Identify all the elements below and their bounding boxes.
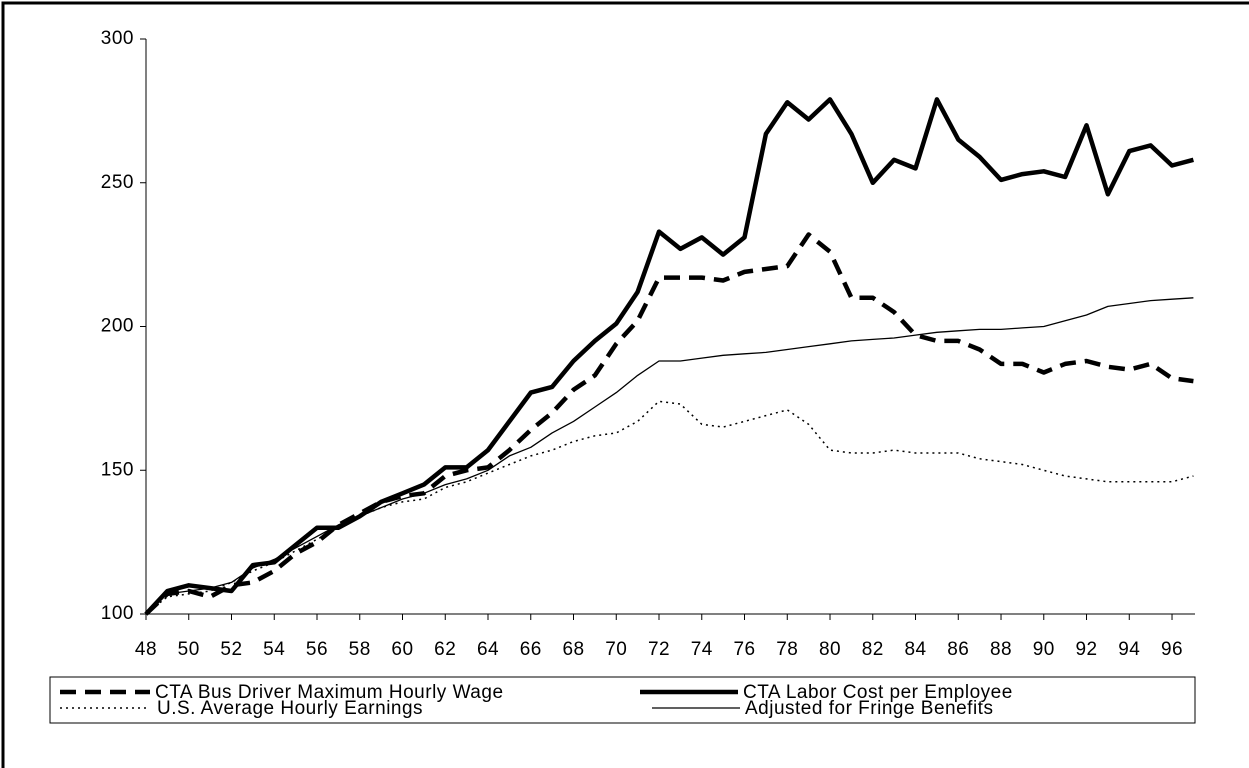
x-tick-label: 64 — [477, 639, 499, 660]
x-tick-label: 94 — [1118, 639, 1140, 660]
x-tick-label: 88 — [990, 639, 1012, 660]
x-tick-label: 48 — [135, 639, 157, 660]
x-tick-label: 96 — [1161, 639, 1183, 660]
x-tick-label: 60 — [391, 639, 413, 660]
x-tick-label: 70 — [605, 639, 627, 660]
x-tick-label: 56 — [306, 639, 328, 660]
legend-label: Adjusted for Fringe Benefits — [745, 698, 993, 719]
x-tick-label: 90 — [1033, 639, 1055, 660]
x-tick-label: 62 — [434, 639, 456, 660]
x-tick-label: 84 — [904, 639, 926, 660]
x-tick-label: 86 — [947, 639, 969, 660]
x-tick-label: 82 — [862, 639, 884, 660]
x-tick-label: 74 — [691, 639, 713, 660]
series-line — [145, 400, 1194, 615]
x-tick-label: 54 — [263, 639, 285, 660]
x-tick-label: 66 — [520, 639, 542, 660]
legend-label: CTA Labor Cost per Employee — [743, 682, 1013, 703]
y-tick-label: 200 — [101, 316, 134, 337]
series-line — [144, 232, 1194, 616]
legend-box — [49, 676, 1196, 724]
x-tick-label: 52 — [220, 639, 242, 660]
x-tick-label: 80 — [819, 639, 841, 660]
x-tick-label: 72 — [648, 639, 670, 660]
x-tick-label: 92 — [1075, 639, 1097, 660]
x-tick-label: 76 — [733, 639, 755, 660]
y-tick-label: 150 — [101, 459, 134, 480]
x-tick-label: 58 — [349, 639, 371, 660]
y-tick-label: 250 — [101, 172, 134, 193]
x-tick-label: 78 — [776, 639, 798, 660]
legend-label: U.S. Average Hourly Earnings — [157, 698, 423, 719]
y-tick-label: 300 — [101, 28, 134, 49]
legend-label: CTA Bus Driver Maximum Hourly Wage — [155, 682, 504, 703]
series-line — [144, 97, 1194, 616]
y-tick-label: 100 — [101, 603, 134, 624]
x-tick-label: 68 — [562, 639, 584, 660]
series-line — [145, 297, 1194, 615]
x-tick-label: 50 — [178, 639, 200, 660]
